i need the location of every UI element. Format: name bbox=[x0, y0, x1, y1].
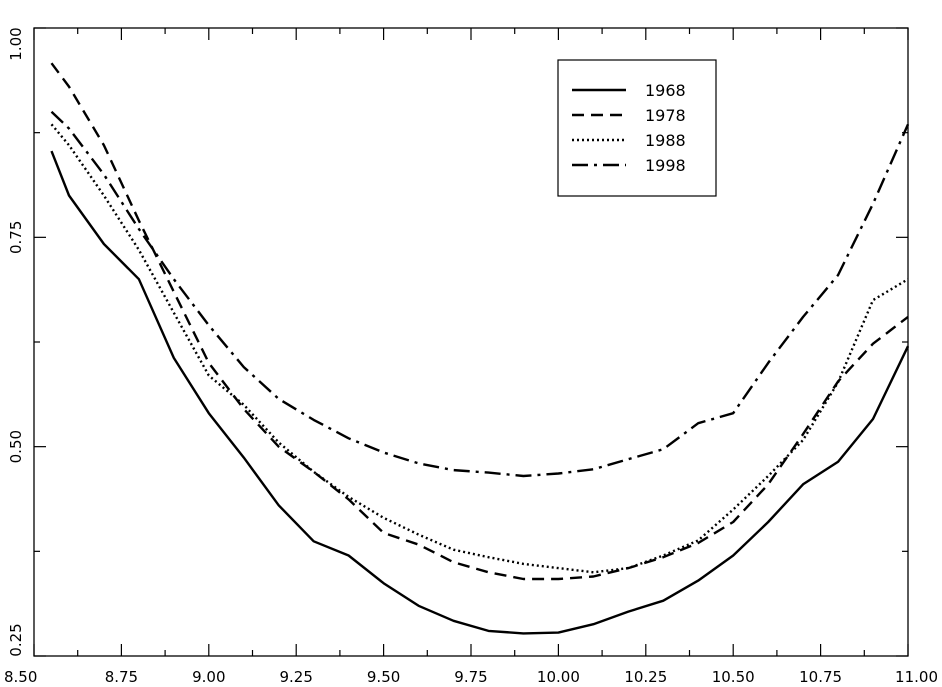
x-tick-label: 9.75 bbox=[454, 668, 487, 686]
legend-label: 1968 bbox=[645, 81, 686, 100]
x-tick-label: 10.00 bbox=[537, 668, 580, 686]
series-line-1978 bbox=[50, 62, 909, 581]
x-tick-label: 10.50 bbox=[712, 668, 755, 686]
series-line-1968 bbox=[50, 150, 910, 635]
series-lines bbox=[50, 62, 910, 635]
legend-box bbox=[557, 59, 717, 197]
x-axis: 8.50 8.75 9.00 9.25 9.50 9.75 10.00 10.25 10.50 1… bbox=[4, 28, 938, 686]
y-tick-label: 1.00 bbox=[7, 27, 25, 60]
legend-label: 1998 bbox=[645, 156, 686, 175]
y-tick-label: 0.75 bbox=[7, 221, 25, 254]
legend-label: 1988 bbox=[645, 131, 686, 150]
x-tick-label: 10.25 bbox=[624, 668, 667, 686]
series-line-1988 bbox=[50, 123, 909, 574]
x-tick-label: 11.00 bbox=[895, 668, 938, 686]
x-tick-label: 8.50 bbox=[4, 668, 37, 686]
x-tick-label: 9.50 bbox=[367, 668, 400, 686]
plot-frame bbox=[33, 27, 909, 657]
x-tick-label: 9.25 bbox=[279, 668, 312, 686]
legend-label: 1978 bbox=[645, 106, 686, 125]
y-axis: 0.25 0.50 0.75 1.00 bbox=[7, 27, 908, 657]
y-tick-label: 0.50 bbox=[7, 430, 25, 463]
x-tick-label: 8.75 bbox=[105, 668, 138, 686]
legend: 1968 1978 1988 1998 bbox=[557, 59, 717, 197]
series-line-1998 bbox=[50, 110, 910, 478]
y-tick-label: 0.25 bbox=[7, 623, 25, 656]
x-tick-label: 9.00 bbox=[192, 668, 225, 686]
x-tick-label: 10.75 bbox=[799, 668, 842, 686]
